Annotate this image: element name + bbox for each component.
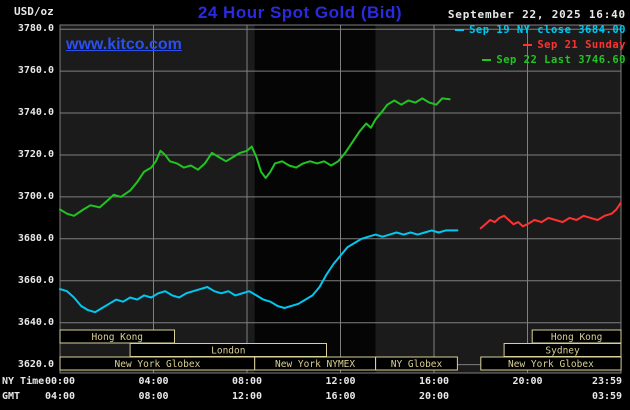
legend-line-swatch: [523, 44, 533, 46]
session-box-sydney: Sydney: [503, 343, 622, 357]
y-axis-label: 3640.0: [17, 316, 54, 328]
x-axis-label-gmt: 20:00: [418, 391, 450, 402]
chart-title: 24 Hour Spot Gold (Bid): [197, 3, 403, 22]
session-box-new-york-nymex: New York NYMEX: [254, 356, 376, 371]
session-label: Sydney: [545, 346, 580, 357]
nymex-session-band: [254, 25, 376, 373]
y-axis-label: 3760.0: [17, 65, 54, 77]
legend-line-swatch: [482, 59, 492, 61]
session-box-new-york-globex: New York Globex: [480, 356, 622, 371]
session-box-new-york-globex: New York Globex: [59, 356, 256, 371]
plot-frame: [59, 24, 622, 374]
legend-item-1: Sep 21 Sunday: [523, 39, 626, 51]
y-axis-labels: 3780.0 3760.0 3740.0 3720.0 3700.0 3680.0 3660…: [0, 0, 57, 410]
x-axis-label-ny-time: 00:00: [44, 376, 76, 387]
x-axis-label-gmt: 04:00: [44, 391, 76, 402]
legend-item-2: Sep 22 Last 3746.60: [482, 54, 626, 66]
session-box-london: London: [129, 343, 327, 357]
x-axis-row-name-gmt: GMT: [2, 391, 21, 402]
session-label: New York NYMEX: [275, 359, 355, 370]
x-axis-label-gmt: 03:59: [591, 391, 623, 402]
x-axis-row-name-ny-time: NY Time: [2, 376, 45, 387]
chart-timestamp: September 22, 2025 16:40: [447, 8, 626, 21]
legend-item-0: Sep 19 NY close 3684.00: [455, 24, 626, 36]
session-box-ny-globex: NY Globex: [375, 356, 458, 371]
x-axis-label-ny-time: 20:00: [512, 376, 543, 387]
series-line-0: [59, 229, 459, 314]
x-axis-label-ny-time: 08:00: [231, 376, 263, 387]
session-box-hong-kong: Hong Kong: [59, 329, 175, 344]
y-axis-label: 3660.0: [17, 274, 54, 286]
x-axis-label-gmt: 12:00: [231, 391, 263, 402]
x-axis-label-ny-time: 23:59: [591, 376, 623, 387]
session-label: New York Globex: [115, 359, 201, 370]
chart-legend: Sep 19 NY close 3684.00 Sep 21 Sunday Sep …: [455, 24, 626, 66]
x-axis-label-ny-time: 12:00: [325, 376, 356, 387]
x-axis-label-gmt: 08:00: [138, 391, 169, 402]
x-axis-label-ny-time: 04:00: [138, 376, 169, 387]
y-axis-label: 3700.0: [17, 190, 54, 202]
grid-lines: [60, 25, 621, 373]
x-axis-label-ny-time: 16:00: [418, 376, 450, 387]
legend-label: Sep 19 NY close 3684.00: [469, 24, 626, 36]
session-label: NY Globex: [391, 359, 443, 370]
y-axis-label: 3620.0: [17, 358, 54, 370]
session-label: Hong Kong: [551, 332, 602, 343]
y-axis-label: 3720.0: [17, 148, 54, 160]
session-box-hong-kong: Hong Kong: [531, 329, 622, 344]
series-line-1: [479, 202, 622, 230]
y-axis-label: 3680.0: [17, 232, 54, 244]
y-axis-label: 3740.0: [17, 107, 54, 119]
y-axis-label: 3780.0: [17, 23, 54, 35]
session-label: London: [211, 346, 245, 357]
y-axis-unit: USD/oz: [14, 5, 54, 18]
series-line-2: [59, 97, 451, 217]
x-axis-label-gmt: 16:00: [325, 391, 356, 402]
session-label: Hong Kong: [92, 332, 143, 343]
session-label: New York Globex: [508, 359, 594, 370]
legend-line-swatch: [455, 29, 465, 31]
legend-label: Sep 21 Sunday: [537, 39, 626, 51]
legend-label: Sep 22 Last 3746.60: [496, 54, 626, 66]
kitco-watermark-link[interactable]: www.kitco.com: [66, 36, 182, 53]
